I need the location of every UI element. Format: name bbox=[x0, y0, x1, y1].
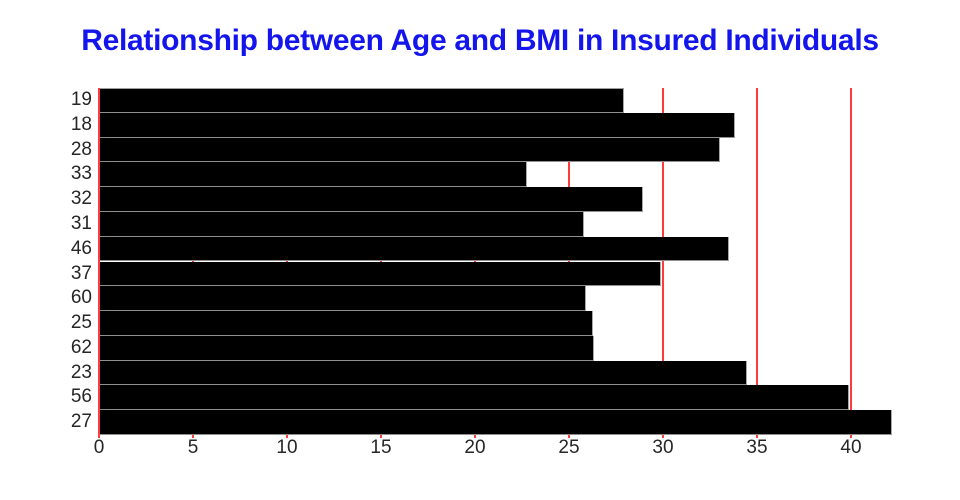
bar bbox=[100, 311, 593, 336]
y-tick-label: 32 bbox=[70, 188, 92, 210]
x-tick-label: 40 bbox=[840, 437, 862, 458]
y-tick-label: 56 bbox=[70, 386, 92, 408]
y-tick-label: 27 bbox=[70, 411, 92, 433]
grid-line bbox=[662, 88, 664, 438]
bar bbox=[100, 385, 849, 411]
x-tick-label: 30 bbox=[652, 437, 674, 458]
bars-layer bbox=[100, 88, 892, 435]
bar bbox=[100, 137, 721, 163]
y-tick-label: 37 bbox=[70, 262, 92, 284]
x-tick-label: 20 bbox=[464, 437, 486, 458]
grid-line bbox=[850, 88, 852, 438]
y-tick-label: 23 bbox=[70, 361, 92, 383]
bar bbox=[100, 360, 747, 386]
y-tick-label: 31 bbox=[70, 212, 92, 234]
y-tick-label: 18 bbox=[70, 113, 92, 135]
grid-line bbox=[98, 88, 100, 438]
x-tick-label: 15 bbox=[370, 437, 392, 458]
y-axis-tick-labels: 19 18 28 33 32 31 46 37 60 25 62 23 56 27 bbox=[0, 88, 95, 435]
bar bbox=[100, 211, 584, 237]
bar bbox=[100, 261, 661, 287]
bar bbox=[100, 88, 625, 113]
bar bbox=[100, 286, 586, 312]
x-tick-label: 10 bbox=[276, 437, 298, 458]
y-tick-label: 33 bbox=[70, 163, 92, 185]
x-tick-label: 0 bbox=[93, 437, 105, 458]
y-tick-label: 19 bbox=[70, 89, 92, 110]
y-tick-label: 25 bbox=[70, 312, 92, 334]
x-tick-label: 25 bbox=[558, 437, 580, 458]
x-tick-label: 35 bbox=[746, 437, 768, 458]
plot-area bbox=[98, 88, 892, 438]
bar bbox=[100, 236, 729, 262]
bar bbox=[100, 112, 735, 138]
y-tick-label: 60 bbox=[70, 287, 92, 309]
x-axis-tick-labels: 0 5 10 15 20 25 30 35 40 bbox=[0, 438, 960, 460]
bar bbox=[100, 187, 643, 212]
chart-title: Relationship between Age and BMI in Insu… bbox=[81, 24, 879, 57]
bar bbox=[100, 410, 892, 435]
bar bbox=[100, 335, 595, 361]
y-tick-label: 46 bbox=[70, 237, 92, 259]
y-tick-label: 62 bbox=[70, 336, 92, 358]
grid-line bbox=[756, 88, 758, 438]
y-tick-label: 28 bbox=[70, 138, 92, 160]
x-tick-label: 5 bbox=[187, 437, 199, 458]
bar bbox=[100, 162, 527, 188]
